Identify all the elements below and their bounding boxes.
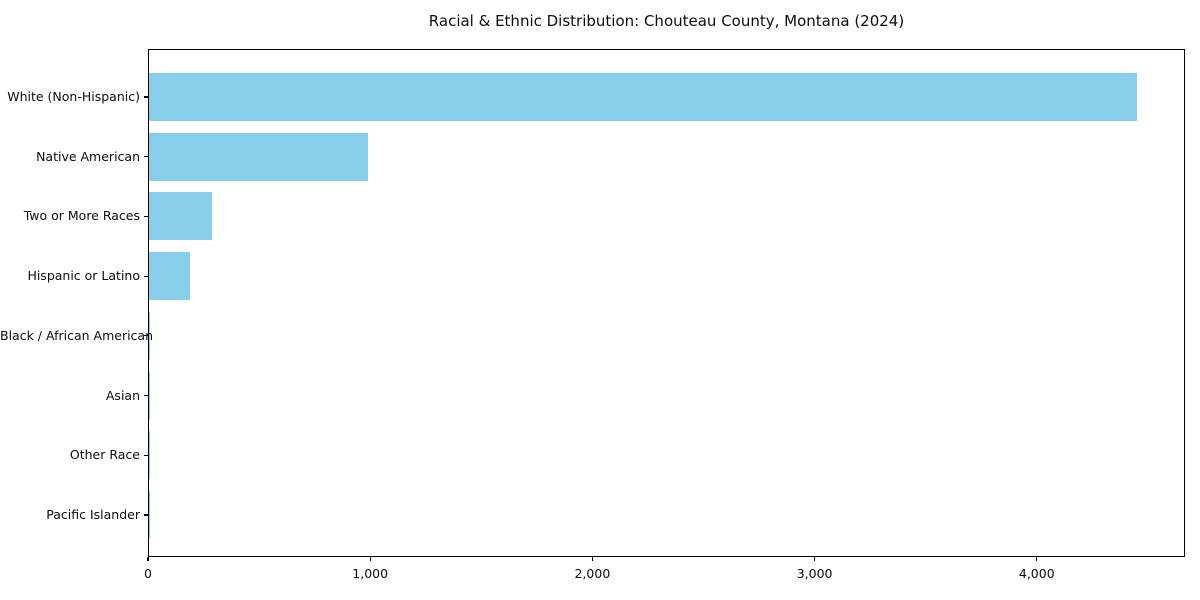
y-tick-mark bbox=[144, 394, 148, 397]
x-tick-mark bbox=[147, 557, 149, 561]
x-tick-label: 1,000 bbox=[352, 566, 389, 581]
x-tick-mark bbox=[1036, 557, 1038, 561]
bar-two-or-more-races bbox=[149, 192, 213, 241]
y-tick-label-pacific-islander: Pacific Islander bbox=[46, 506, 140, 522]
y-tick-mark bbox=[144, 454, 148, 456]
y-tick-mark bbox=[144, 514, 148, 516]
y-tick-label-white-non-hispanic: White (Non-Hispanic) bbox=[7, 89, 140, 104]
x-tick-label: 2,000 bbox=[574, 566, 611, 581]
x-tick-label: 3,000 bbox=[796, 566, 833, 581]
plot-area bbox=[148, 49, 1185, 557]
bar-native-american bbox=[149, 132, 368, 181]
y-tick-mark bbox=[144, 96, 148, 98]
y-tick-label-hispanic-or-latino: Hispanic or Latino bbox=[27, 268, 140, 284]
x-tick-label: 4,000 bbox=[1018, 566, 1055, 581]
x-tick-mark bbox=[813, 557, 816, 561]
y-tick-mark bbox=[144, 275, 148, 277]
y-tick-label-black-african-american: Black / African American bbox=[0, 327, 154, 343]
bar-white-non-hispanic bbox=[149, 73, 1137, 121]
y-tick-mark bbox=[144, 215, 148, 217]
y-tick-mark bbox=[144, 156, 148, 158]
bar-hispanic-or-latino bbox=[149, 252, 191, 301]
y-tick-mark bbox=[144, 335, 148, 337]
x-tick-mark bbox=[369, 557, 371, 561]
y-tick-label-native-american: Native American bbox=[36, 148, 140, 164]
y-tick-label-two-or-more-races: Two or More Races bbox=[23, 208, 140, 224]
x-tick-mark bbox=[591, 557, 593, 561]
chart-title: Racial & Ethnic Distribution: Chouteau C… bbox=[428, 12, 905, 30]
x-tick-label: 0 bbox=[144, 566, 152, 581]
bar-black-african-american bbox=[149, 311, 151, 360]
y-tick-label-other-race: Other Race bbox=[69, 447, 140, 463]
bar-asian bbox=[149, 371, 150, 420]
y-tick-label-asian: Asian bbox=[105, 387, 140, 403]
